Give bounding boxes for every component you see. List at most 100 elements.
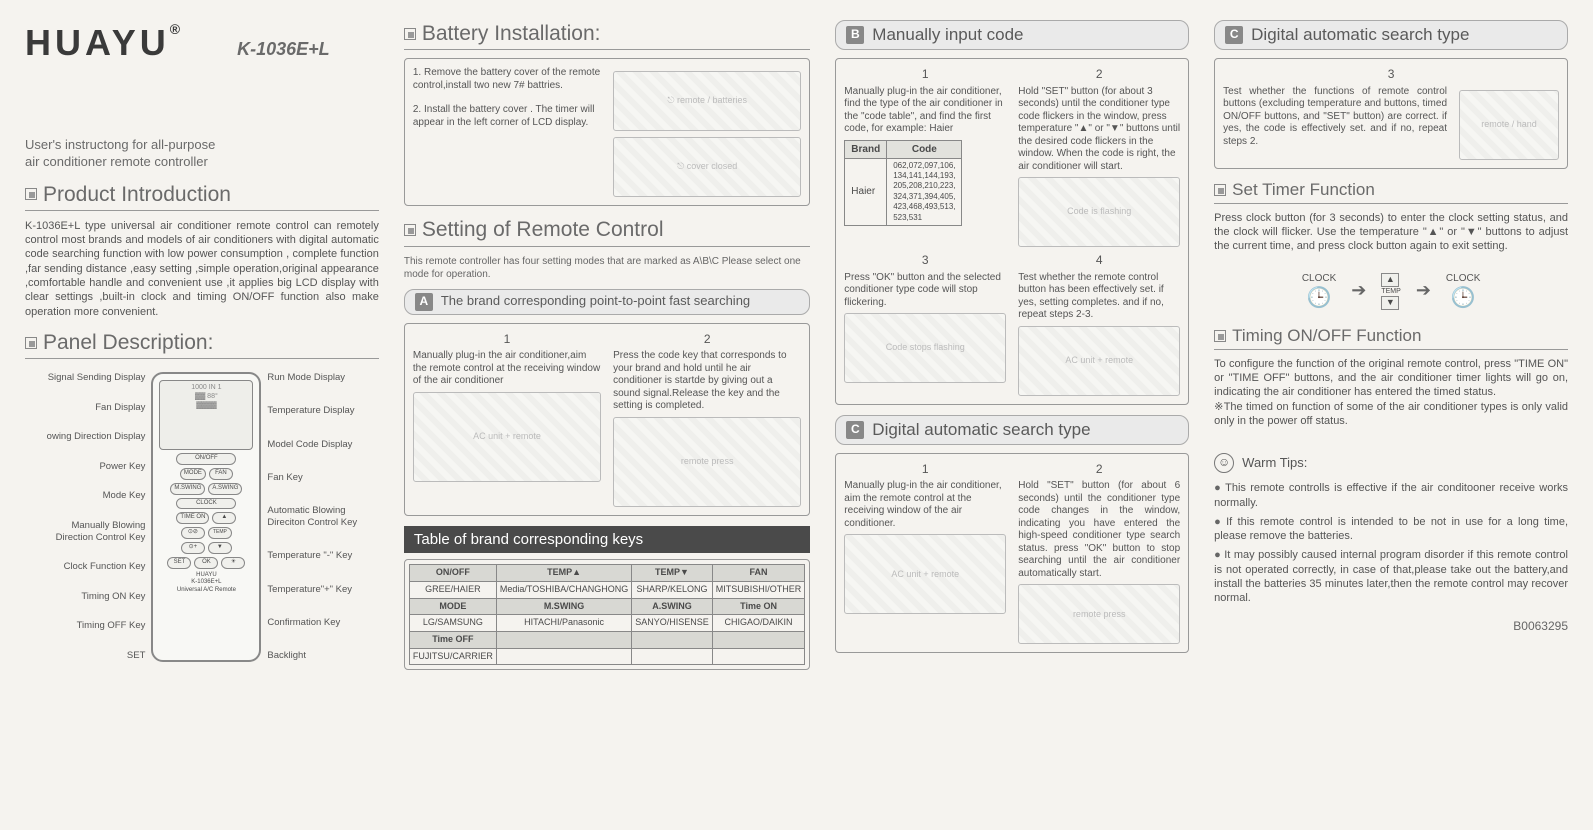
clock-diagram: CLOCK🕒 ➔ ▲ TEMP ▼ ➔ CLOCK🕒	[1214, 272, 1568, 311]
temp-buttons: ▲ TEMP ▼	[1381, 273, 1400, 310]
label-temp-minus: Temperature "-" Key	[267, 550, 357, 562]
b-illus-3: Code stops flashing	[844, 313, 1006, 383]
a-illus-2: remote press	[613, 417, 801, 507]
remote-footer-label: HUAYU K-1036E+L Universal A/C Remote	[159, 572, 253, 595]
step-num: 4	[1018, 253, 1180, 269]
arrow-icon: ➔	[1351, 279, 1366, 302]
mode-a-bar: A The brand corresponding point-to-point…	[404, 289, 810, 315]
bullet-icon	[25, 337, 37, 349]
label-fan-disp: Fan Display	[47, 402, 146, 414]
battery-step1: 1. Remove the battery cover of the remot…	[413, 67, 601, 92]
a-illus-1: AC unit + remote	[413, 392, 601, 482]
label-backlight: Backlight	[267, 650, 357, 662]
b-illus-2: Code is flashing	[1018, 177, 1180, 247]
bullet-icon	[404, 28, 416, 40]
step-num: 2	[1018, 67, 1180, 83]
c-illus-2: remote press	[1018, 584, 1180, 644]
th-onoff: ON/OFF	[409, 565, 496, 582]
cell: FUJITSU/CARRIER	[409, 648, 496, 665]
letter-b-icon: B	[846, 26, 864, 44]
c-step3: Test whether the functions of remote con…	[1223, 86, 1447, 160]
td-brand: Haier	[845, 158, 887, 225]
tip-3: It may possibly caused internal program …	[1214, 548, 1568, 605]
b-step4: Test whether the remote control button h…	[1018, 272, 1180, 322]
step-num-1: 1	[413, 332, 601, 348]
battery-box: 1. Remove the battery cover of the remot…	[404, 58, 810, 206]
label-signal: Signal Sending Display	[47, 372, 146, 384]
c-illus-3: remote / hand	[1459, 90, 1559, 160]
letter-c-icon: C	[846, 421, 864, 439]
brand-key-table-box: ON/OFF TEMP▲ TEMP▼ FAN GREE/HAIERMedia/T…	[404, 559, 810, 670]
temp-label: TEMP	[1381, 287, 1400, 296]
step-num: 1	[844, 462, 1006, 478]
c-illus-1: AC unit + remote	[844, 534, 1006, 614]
cell: SANYO/HISENSE	[632, 615, 713, 632]
cell: MODE	[409, 598, 496, 615]
label-power: Power Key	[47, 461, 146, 473]
product-intro-heading: Product Introduction	[25, 181, 379, 211]
setting-note: This remote controller has four setting …	[404, 255, 810, 281]
cell: Media/TOSHIBA/CHANGHONG	[496, 581, 631, 598]
cell	[632, 648, 713, 665]
label-temp-disp: Temperature Display	[267, 405, 357, 417]
step-num: 3	[844, 253, 1006, 269]
cell	[632, 631, 713, 648]
b-step3: Press "OK" button and the selected condi…	[844, 272, 1006, 310]
label-code-disp: Model Code Display	[267, 439, 357, 451]
table-heading: Table of brand corresponding keys	[404, 526, 810, 554]
th-tempdn: TEMP▼	[632, 565, 713, 582]
a-step1: Manually plug-in the air conditioner,aim…	[413, 350, 601, 388]
smile-icon: ☺	[1214, 453, 1234, 473]
brand-code-table: BrandCode Haier062,072,097,106, 134,141,…	[844, 140, 962, 226]
tip-1: This remote controlls is effective if th…	[1214, 481, 1568, 510]
cell: A.SWING	[632, 598, 713, 615]
cell: GREE/HAIER	[409, 581, 496, 598]
cell: M.SWING	[496, 598, 631, 615]
remote-body: 1000 IN 1▓▓ 88°▓▓▓▓ ON/OFF MODEFAN M.SWI…	[151, 372, 261, 662]
footer-code: B0063295	[1214, 619, 1568, 635]
letter-a-icon: A	[415, 293, 433, 311]
label-mode: Mode Key	[47, 490, 146, 502]
setting-heading: Setting of Remote Control	[404, 216, 810, 246]
cell: Time ON	[712, 598, 805, 615]
th-code: Code	[887, 140, 962, 158]
mode-c2-box: 3 Test whether the functions of remote c…	[1214, 58, 1568, 169]
cell: CHIGAO/DAIKIN	[712, 615, 805, 632]
mode-c-box: 1 Manually plug-in the air conditioner, …	[835, 453, 1189, 654]
b-illus-4: AC unit + remote	[1018, 326, 1180, 396]
bullet-icon	[404, 224, 416, 236]
cell: LG/SAMSUNG	[409, 615, 496, 632]
cell	[712, 648, 805, 665]
cell: HITACHI/Panasonic	[496, 615, 631, 632]
warm-tips-heading: ☺ Warm Tips:	[1214, 453, 1568, 473]
label-blow-dir: owing Direction Display	[47, 431, 146, 443]
step-num: 3	[1223, 67, 1559, 83]
panel-desc-heading: Panel Description:	[25, 329, 379, 359]
step-num-2: 2	[613, 332, 801, 348]
clock-icon-1: CLOCK🕒	[1302, 272, 1336, 311]
c-step2: Hold "SET" button (for about 6 seconds) …	[1018, 480, 1180, 580]
th-tempup: TEMP▲	[496, 565, 631, 582]
th-brand: Brand	[845, 140, 887, 158]
intro-text: K-1036E+L type universal air conditioner…	[25, 219, 379, 319]
timer-text: Press clock button (for 3 seconds) to en…	[1214, 211, 1568, 254]
label-clock: Clock Function Key	[47, 561, 146, 573]
battery-illus-1: ⎋ remote / batteries	[613, 71, 801, 131]
mode-c-bar: C Digital automatic search type	[835, 415, 1189, 445]
label-runmode: Run Mode Display	[267, 372, 357, 384]
timer-heading: Set Timer Function	[1214, 179, 1568, 204]
remote-diagram: Signal Sending Display Fan Display owing…	[25, 372, 379, 662]
b-step2: Hold "SET" button (for about 3 seconds) …	[1018, 86, 1180, 174]
bullet-icon	[1214, 330, 1226, 342]
th-fan: FAN	[712, 565, 805, 582]
lcd-display: 1000 IN 1▓▓ 88°▓▓▓▓	[159, 380, 253, 450]
bullet-icon	[1214, 184, 1226, 196]
brand-logo: HUAYU®	[25, 20, 184, 67]
model-number: K-1036E+L	[237, 38, 330, 61]
battery-illus-2: ⎋ cover closed	[613, 137, 801, 197]
clock-icon-2: CLOCK🕒	[1446, 272, 1480, 311]
cell	[496, 648, 631, 665]
label-fan-key: Fan Key	[267, 472, 357, 484]
letter-c-icon: C	[1225, 26, 1243, 44]
battery-step2: 2. Install the battery cover . The timer…	[413, 104, 601, 129]
